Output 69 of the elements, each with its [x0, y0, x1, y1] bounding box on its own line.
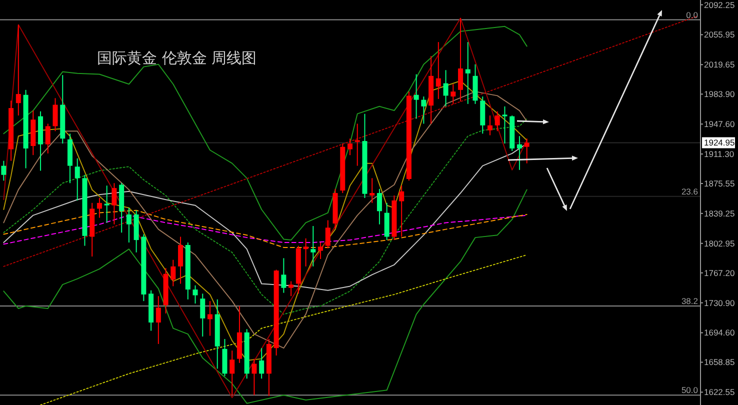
- candlestick: [104, 185, 110, 224]
- line-series: [3, 26, 528, 241]
- candlestick: [443, 70, 448, 107]
- candlestick: [502, 106, 508, 144]
- y-tick-label: 1730.90: [704, 298, 735, 308]
- line-series: [3, 189, 528, 404]
- line-series: [3, 214, 528, 245]
- annotation: 38.2: [681, 296, 698, 306]
- candlestick: [458, 18, 464, 102]
- candlestick: [52, 98, 58, 132]
- candlestick: [281, 258, 286, 294]
- candlestick: [354, 123, 360, 166]
- y-tick-label: 1947.60: [704, 119, 735, 130]
- candlestick: [414, 74, 419, 120]
- candlestick: [436, 42, 441, 100]
- candlestick: [259, 348, 264, 380]
- candlestick: [178, 236, 184, 284]
- candlestick: [45, 123, 50, 154]
- y-tick-label: 1839.25: [704, 208, 735, 218]
- candlestick: [310, 226, 316, 267]
- candlestick: [376, 188, 382, 225]
- candlestick: [112, 182, 117, 225]
- annotation: 0.0: [686, 10, 698, 20]
- y-tick-label: 2019.65: [704, 60, 735, 70]
- y-tick-label: 1911.30: [704, 149, 734, 159]
- candlestick: [450, 84, 456, 104]
- ref-line-label: 1924.95: [704, 138, 735, 148]
- y-tick-label: 1658.85: [704, 357, 735, 368]
- annotation: 50.0: [681, 385, 698, 396]
- y-tick-label: 1983.90: [704, 89, 735, 100]
- y-tick-label: 1802.95: [704, 238, 735, 248]
- y-tick-label: 2055.95: [704, 30, 735, 40]
- candlestick: [252, 358, 257, 396]
- candlestick: [288, 280, 294, 297]
- candlestick: [303, 238, 308, 267]
- candlestick: [74, 158, 80, 201]
- y-tick-label: 1622.55: [704, 387, 735, 398]
- candlestick: [524, 138, 530, 164]
- candlestick: [516, 136, 522, 170]
- candlestick: [421, 96, 426, 124]
- candlestick: [200, 293, 206, 338]
- candlestick: [325, 220, 330, 249]
- line-series: [3, 18, 528, 398]
- candlestick: [16, 24, 21, 116]
- line-series: [3, 210, 528, 248]
- candlestick: [494, 110, 500, 132]
- annotation: 23.6: [681, 186, 698, 196]
- candlestick: [465, 42, 470, 104]
- candlestick: [192, 284, 198, 304]
- candlestick: [170, 259, 176, 287]
- candlestick: [230, 350, 235, 396]
- line-series: [40, 254, 528, 405]
- candlestick: [347, 138, 353, 156]
- candlestick: [384, 202, 390, 241]
- text: 国际黄金 伦敦金 周线图: [97, 49, 257, 67]
- candlestick: [487, 114, 493, 136]
- candlestick: [370, 178, 375, 204]
- candlestick: [96, 197, 102, 218]
- candlestick: [207, 300, 213, 336]
- y-tick-label: 1875.55: [704, 178, 735, 188]
- candlestick: [126, 207, 132, 244]
- candlestick: [318, 242, 324, 260]
- line-series: [3, 118, 528, 315]
- candlestick: [156, 296, 161, 344]
- y-tick-label: 2092.25: [704, 0, 735, 10]
- y-tick-label: 1694.60: [704, 328, 735, 338]
- candlestick: [1, 160, 6, 182]
- candlestick: [399, 185, 404, 238]
- y-tick-label: 1767.20: [704, 268, 735, 278]
